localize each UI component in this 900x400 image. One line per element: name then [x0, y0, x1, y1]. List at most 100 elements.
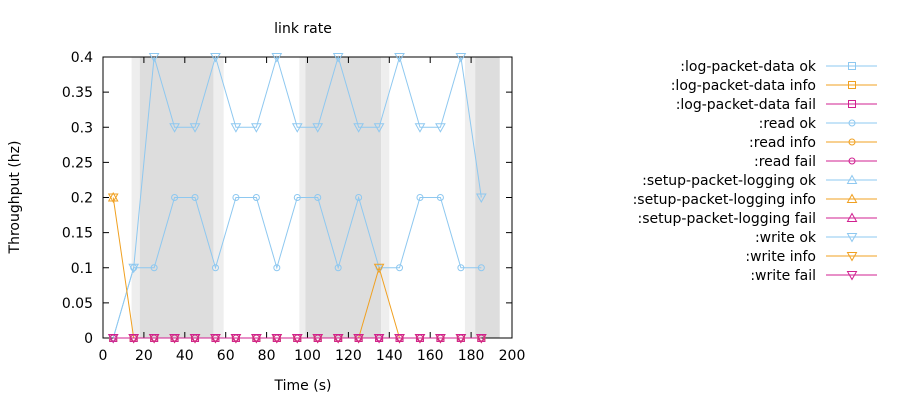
legend-label-read-info: :read info — [749, 135, 816, 151]
legend-marker-setup-packet-logging-info — [846, 193, 858, 203]
point-write-ok — [312, 123, 324, 133]
point-write-fail — [332, 334, 344, 344]
point-write-ok — [435, 123, 446, 133]
legend-marker-read-fail — [848, 157, 856, 165]
legend-marker-setup-packet-logging-fail — [846, 212, 858, 222]
point-read-ok — [171, 194, 179, 201]
point-write-fail — [210, 334, 221, 344]
x-tick-label: 40 — [176, 348, 194, 364]
point-write-fail — [291, 334, 303, 344]
chart-title: link rate — [274, 21, 332, 37]
x-tick-label: 180 — [458, 348, 485, 364]
point-write-ok — [332, 53, 344, 63]
point-write-fail — [148, 334, 160, 344]
legend-label-log-packet-data-ok: :log-packet-data ok — [680, 59, 817, 75]
legend-label-write-info: :write info — [745, 249, 816, 265]
x-tick-label: 60 — [217, 348, 235, 364]
legend-label-setup-packet-logging-info: :setup-packet-logging info — [633, 192, 816, 208]
point-read-ok — [150, 264, 158, 272]
legend-marker-write-ok — [846, 233, 858, 243]
legend-label-log-packet-data-fail: :log-packet-data fail — [676, 97, 816, 113]
point-write-fail — [455, 334, 467, 344]
point-write-ok — [455, 53, 467, 63]
x-tick-label: 140 — [376, 348, 403, 364]
legend-marker-log-packet-data-ok — [848, 62, 856, 70]
series-line-write-ok — [112, 55, 482, 339]
series-markers — [107, 53, 487, 344]
x-tick-label: 160 — [417, 348, 444, 364]
legend-label-write-ok: :write ok — [755, 230, 817, 246]
x-tick-label: 100 — [294, 348, 321, 364]
point-read-ok — [355, 194, 363, 201]
point-read-ok — [273, 264, 281, 272]
point-write-ok — [251, 123, 262, 133]
y-axis-label: Throughput (hz) — [7, 141, 23, 255]
legend-label-setup-packet-logging-ok: :setup-packet-logging ok — [642, 173, 817, 189]
shaded-region-2 — [213, 57, 224, 338]
x-tick-label: 0 — [99, 348, 108, 364]
point-read-ok — [416, 194, 424, 201]
point-write-fail — [312, 334, 324, 344]
shaded-region-0 — [131, 57, 140, 338]
series-line-read-ok — [112, 195, 482, 339]
point-read-ok — [477, 264, 485, 272]
point-write-ok — [475, 193, 487, 204]
legend-label-write-fail: :write fail — [750, 268, 816, 284]
legend-marker-setup-packet-logging-ok — [846, 174, 858, 184]
point-write-fail — [373, 334, 385, 344]
point-read-ok — [293, 194, 301, 201]
point-write-ok — [189, 123, 201, 133]
point-write-ok — [271, 53, 283, 63]
y-tick-label: 0.25 — [62, 155, 93, 171]
point-write-fail — [230, 334, 242, 344]
point-read-ok — [334, 264, 342, 272]
legend-marker-log-packet-data-info — [848, 81, 856, 89]
y-tick-label: 0 — [84, 331, 93, 347]
x-tick-label: 20 — [135, 348, 153, 364]
point-write-fail — [414, 334, 426, 344]
point-write-info — [373, 263, 385, 274]
legend-marker-write-fail — [846, 271, 858, 281]
point-write-fail — [353, 334, 364, 344]
x-axis-label: Time (s) — [274, 378, 332, 394]
point-write-fail — [107, 334, 119, 344]
x-tick-label: 80 — [258, 348, 276, 364]
point-read-ok — [211, 264, 219, 272]
y-tick-label: 0.1 — [71, 261, 93, 277]
y-tick-label: 0.4 — [71, 50, 93, 66]
legend-marker-read-info — [848, 138, 856, 146]
point-read-ok — [191, 194, 199, 201]
point-read-ok — [232, 194, 240, 201]
x-tick-label: 120 — [335, 348, 362, 364]
point-write-ok — [128, 263, 140, 274]
point-write-ok — [353, 123, 364, 133]
point-write-fail — [169, 334, 180, 344]
point-write-ok — [230, 123, 242, 133]
point-write-fail — [435, 334, 446, 344]
point-write-ok — [291, 123, 303, 133]
y-tick-label: 0.3 — [71, 120, 93, 136]
shaded-region-5 — [381, 57, 390, 338]
point-read-ok — [252, 194, 260, 201]
y-tick-label: 0.05 — [62, 296, 93, 312]
legend-label-read-ok: :read ok — [759, 116, 817, 132]
series-lines — [112, 55, 482, 339]
point-write-fail — [251, 334, 262, 344]
point-write-ok — [210, 53, 221, 63]
point-write-fail — [271, 334, 283, 344]
point-read-ok — [314, 194, 322, 201]
point-write-ok — [414, 123, 426, 133]
point-read-ok — [396, 264, 404, 272]
legend: :log-packet-data ok:log-packet-data info… — [633, 59, 877, 284]
point-write-ok — [373, 123, 385, 133]
y-tick-label: 0.35 — [62, 85, 93, 101]
axis-ticks: 0 20 40 60 80 100 120 140 160 180 200 0 0.05 0.1 0.15 0… — [62, 50, 526, 364]
legend-marker-read-ok — [848, 119, 856, 127]
point-write-fail — [475, 334, 487, 344]
legend-label-setup-packet-logging-fail: :setup-packet-logging fail — [638, 211, 816, 227]
legend-label-read-fail: :read fail — [754, 154, 816, 170]
shaded-region-6 — [464, 57, 476, 338]
legend-marker-log-packet-data-fail — [848, 100, 856, 108]
x-tick-label: 200 — [499, 348, 526, 364]
